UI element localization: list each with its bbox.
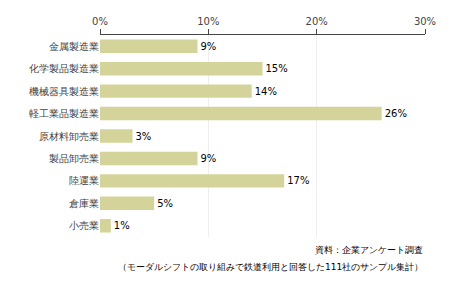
svg-text:20%: 20% — [306, 16, 328, 27]
svg-text:5%: 5% — [157, 198, 173, 209]
svg-text:陸運業: 陸運業 — [69, 175, 99, 186]
svg-text:小売業: 小売業 — [69, 220, 99, 231]
svg-text:1%: 1% — [114, 220, 130, 231]
svg-text:30%: 30% — [414, 16, 436, 27]
svg-text:17%: 17% — [287, 175, 309, 186]
svg-text:原材料卸売業: 原材料卸売業 — [39, 131, 99, 142]
svg-text:9%: 9% — [201, 41, 217, 52]
svg-text:倉庫業: 倉庫業 — [69, 198, 99, 209]
svg-text:（モーダルシフトの取り組みで鉄道利用と回答した111社のサン: （モーダルシフトの取り組みで鉄道利用と回答した111社のサンプル集計） — [118, 262, 423, 272]
svg-text:26%: 26% — [385, 108, 407, 119]
svg-text:機械器具製造業: 機械器具製造業 — [29, 86, 99, 97]
svg-text:3%: 3% — [136, 131, 152, 142]
svg-text:14%: 14% — [255, 86, 277, 97]
svg-text:9%: 9% — [201, 153, 217, 164]
svg-text:10%: 10% — [197, 16, 219, 27]
svg-text:15%: 15% — [266, 63, 288, 74]
svg-text:金属製造業: 金属製造業 — [49, 41, 99, 52]
svg-text:製品卸売業: 製品卸売業 — [49, 153, 99, 164]
svg-text:化学製品製造業: 化学製品製造業 — [29, 63, 99, 74]
svg-text:0%: 0% — [92, 16, 108, 27]
svg-text:資料：企業アンケート調査: 資料：企業アンケート調査 — [315, 245, 423, 255]
svg-text:軽工業品製造業: 軽工業品製造業 — [29, 108, 99, 119]
